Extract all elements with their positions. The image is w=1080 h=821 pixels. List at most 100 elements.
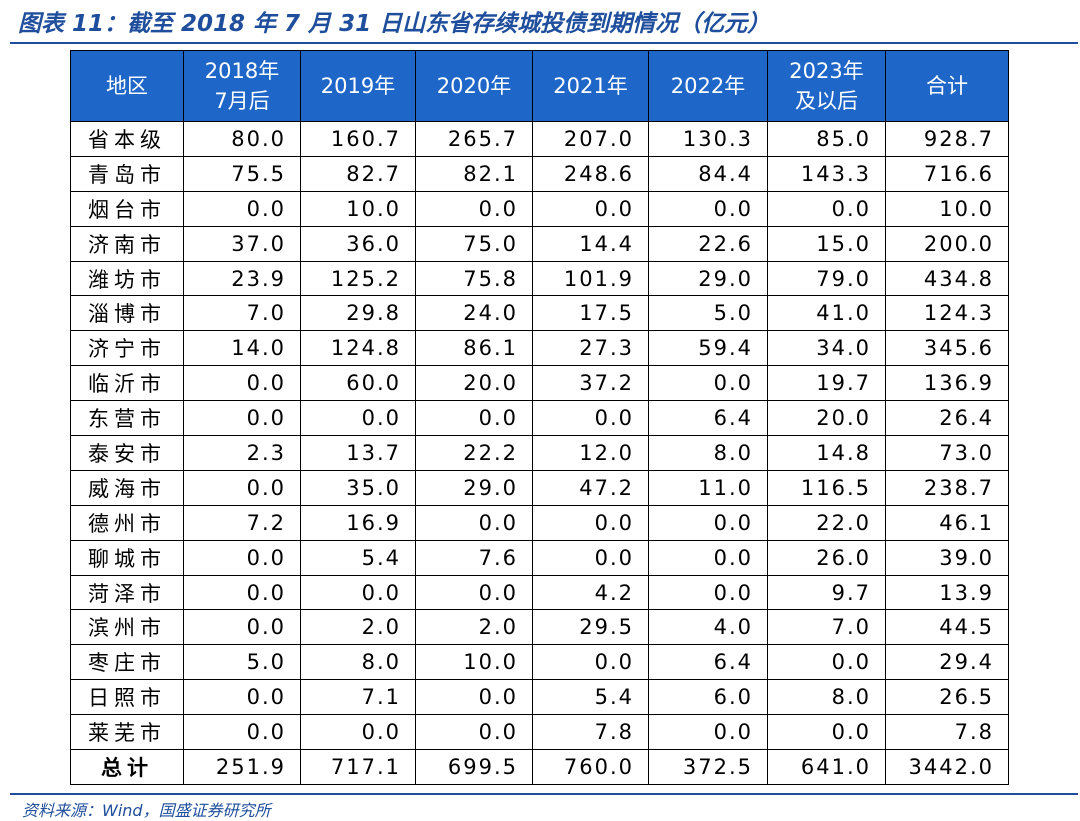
value-cell: 16.9 bbox=[300, 504, 416, 541]
value-cell: 41.0 bbox=[767, 295, 886, 332]
value-cell: 23.9 bbox=[183, 260, 301, 297]
value-cell: 60.0 bbox=[300, 365, 416, 402]
value-cell: 14.0 bbox=[183, 330, 301, 367]
table-row: 东营市 0.0 0.0 0.0 0.0 6.4 20.0 26.4 bbox=[70, 400, 1009, 437]
table-row: 济宁市 14.0 124.8 86.1 27.3 59.4 34.0 345.6 bbox=[70, 330, 1009, 367]
value-cell: 85.0 bbox=[767, 121, 886, 157]
header-text: 地区 bbox=[106, 74, 148, 98]
value-cell: 2.0 bbox=[415, 609, 533, 646]
region-cell: 德州市 bbox=[70, 504, 184, 541]
value-cell: 699.5 bbox=[415, 749, 533, 785]
header-text: 2019年 bbox=[320, 74, 396, 98]
value-cell: 27.3 bbox=[532, 330, 649, 367]
value-cell: 10.0 bbox=[885, 190, 1009, 227]
value-cell: 760.0 bbox=[532, 749, 649, 785]
value-cell: 35.0 bbox=[300, 469, 416, 506]
region-cell: 莱芜市 bbox=[70, 714, 184, 751]
value-cell: 251.9 bbox=[183, 749, 301, 785]
value-cell: 82.1 bbox=[415, 155, 533, 192]
value-cell: 6.4 bbox=[648, 644, 768, 681]
value-cell: 10.0 bbox=[300, 190, 416, 227]
source-rule bbox=[10, 793, 1078, 795]
region-cell: 威海市 bbox=[70, 469, 184, 506]
value-cell: 0.0 bbox=[415, 714, 533, 751]
header-cell: 2023年及以后 bbox=[767, 50, 886, 122]
value-cell: 0.0 bbox=[648, 365, 768, 402]
value-cell: 101.9 bbox=[532, 260, 649, 297]
header-cell: 地区 bbox=[70, 50, 184, 122]
value-cell: 8.0 bbox=[767, 679, 886, 716]
region-cell: 临沂市 bbox=[70, 365, 184, 402]
value-cell: 44.5 bbox=[885, 609, 1009, 646]
value-cell: 0.0 bbox=[532, 539, 649, 576]
value-cell: 29.0 bbox=[648, 260, 768, 297]
value-cell: 5.4 bbox=[532, 679, 649, 716]
value-cell: 73.0 bbox=[885, 435, 1009, 471]
value-cell: 10.0 bbox=[415, 644, 533, 681]
table-row: 烟台市 0.0 10.0 0.0 0.0 0.0 0.0 10.0 bbox=[70, 190, 1009, 227]
value-cell: 0.0 bbox=[415, 190, 533, 227]
table-row: 莱芜市 0.0 0.0 0.0 7.8 0.0 0.0 7.8 bbox=[70, 714, 1009, 751]
table-body: 省本级 80.0 160.7 265.7 207.0 130.3 85.0 928.7 青岛市 7… bbox=[70, 121, 1009, 785]
value-cell: 24.0 bbox=[415, 295, 533, 332]
value-cell: 0.0 bbox=[648, 504, 768, 541]
source-note: 资料来源：Wind，国盛证券研究所 bbox=[22, 801, 271, 820]
value-cell: 0.0 bbox=[532, 190, 649, 227]
value-cell: 4.0 bbox=[648, 609, 768, 646]
value-cell: 36.0 bbox=[300, 225, 416, 262]
value-cell: 22.0 bbox=[767, 504, 886, 541]
value-cell: 7.8 bbox=[885, 714, 1009, 751]
table-row: 泰安市 2.3 13.7 22.2 12.0 8.0 14.8 73.0 bbox=[70, 435, 1009, 471]
value-cell: 0.0 bbox=[648, 714, 768, 751]
value-cell: 7.6 bbox=[415, 539, 533, 576]
value-cell: 14.8 bbox=[767, 435, 886, 471]
value-cell: 207.0 bbox=[532, 121, 649, 157]
region-cell: 聊城市 bbox=[70, 539, 184, 576]
value-cell: 34.0 bbox=[767, 330, 886, 367]
table-row: 菏泽市 0.0 0.0 0.0 4.2 0.0 9.7 13.9 bbox=[70, 574, 1009, 611]
value-cell: 13.7 bbox=[300, 435, 416, 471]
value-cell: 2.3 bbox=[183, 435, 301, 471]
header-cell: 2021年 bbox=[532, 50, 649, 122]
value-cell: 7.2 bbox=[183, 504, 301, 541]
header-text: 2021年 bbox=[553, 74, 628, 98]
value-cell: 0.0 bbox=[183, 679, 301, 716]
value-cell: 0.0 bbox=[648, 539, 768, 576]
value-cell: 7.0 bbox=[183, 295, 301, 332]
value-cell: 75.8 bbox=[415, 260, 533, 297]
table-row: 临沂市 0.0 60.0 20.0 37.2 0.0 19.7 136.9 bbox=[70, 365, 1009, 402]
table-row: 济南市 37.0 36.0 75.0 14.4 22.6 15.0 200.0 bbox=[70, 225, 1009, 262]
region-cell: 青岛市 bbox=[70, 155, 184, 192]
value-cell: 0.0 bbox=[183, 609, 301, 646]
table-row: 聊城市 0.0 5.4 7.6 0.0 0.0 26.0 39.0 bbox=[70, 539, 1009, 576]
table-row: 德州市 7.2 16.9 0.0 0.0 0.0 22.0 46.1 bbox=[70, 504, 1009, 541]
value-cell: 29.8 bbox=[300, 295, 416, 332]
value-cell: 0.0 bbox=[183, 714, 301, 751]
region-cell: 省本级 bbox=[70, 121, 184, 157]
value-cell: 7.8 bbox=[532, 714, 649, 751]
value-cell: 0.0 bbox=[300, 400, 416, 437]
value-cell: 12.0 bbox=[532, 435, 649, 471]
value-cell: 0.0 bbox=[183, 190, 301, 227]
table-row: 枣庄市 5.0 8.0 10.0 0.0 6.4 0.0 29.4 bbox=[70, 644, 1009, 681]
region-cell: 东营市 bbox=[70, 400, 184, 437]
value-cell: 8.0 bbox=[300, 644, 416, 681]
header-text: 2020年 bbox=[436, 74, 512, 98]
region-cell: 济宁市 bbox=[70, 330, 184, 367]
value-cell: 124.8 bbox=[300, 330, 416, 367]
value-cell: 0.0 bbox=[648, 574, 768, 611]
region-cell: 日照市 bbox=[70, 679, 184, 716]
region-cell: 泰安市 bbox=[70, 435, 184, 471]
value-cell: 80.0 bbox=[183, 121, 301, 157]
header-row: 地区 2018年7月后 2019年 2020年 2021年 2022年 2023年及以后 合计 bbox=[70, 50, 1009, 122]
value-cell: 434.8 bbox=[885, 260, 1009, 297]
region-cell: 菏泽市 bbox=[70, 574, 184, 611]
value-cell: 0.0 bbox=[183, 574, 301, 611]
table-row: 省本级 80.0 160.7 265.7 207.0 130.3 85.0 928.7 bbox=[70, 121, 1009, 157]
value-cell: 0.0 bbox=[532, 400, 649, 437]
value-cell: 0.0 bbox=[532, 644, 649, 681]
table-row: 滨州市 0.0 2.0 2.0 29.5 4.0 7.0 44.5 bbox=[70, 609, 1009, 646]
value-cell: 20.0 bbox=[415, 365, 533, 402]
value-cell: 29.5 bbox=[532, 609, 649, 646]
value-cell: 130.3 bbox=[648, 121, 768, 157]
